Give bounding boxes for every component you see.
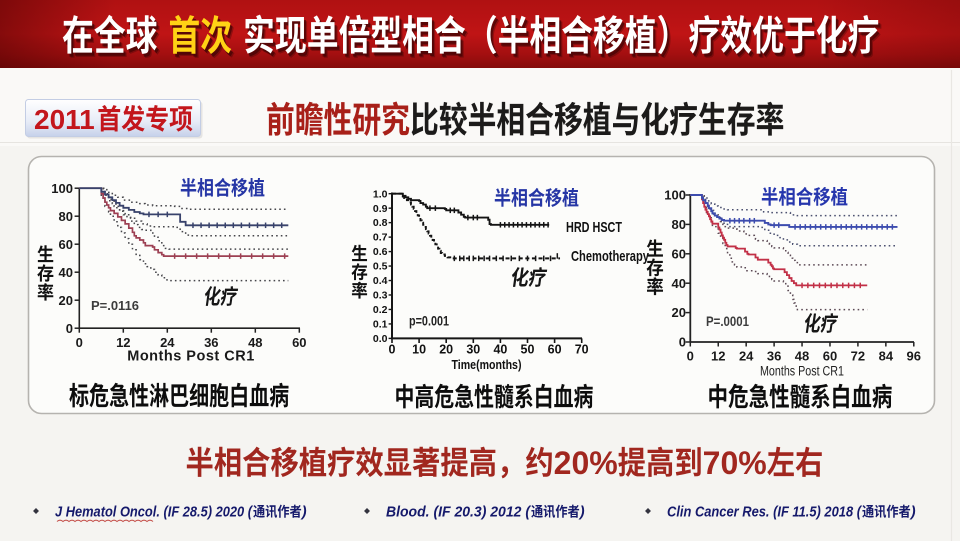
- svg-text:P=.0116: P=.0116: [91, 298, 139, 313]
- svg-text:Months Post CR1: Months Post CR1: [760, 364, 844, 379]
- svg-text:10: 10: [412, 343, 426, 357]
- svg-text:24: 24: [739, 349, 754, 364]
- svg-text:70: 70: [575, 343, 589, 357]
- svg-text:0.5: 0.5: [373, 261, 388, 273]
- svg-text:80: 80: [59, 209, 73, 224]
- svg-text:60: 60: [292, 335, 306, 350]
- svg-text:0.7: 0.7: [373, 232, 388, 244]
- svg-text:0.2: 0.2: [373, 304, 388, 316]
- svg-text:P=.0001: P=.0001: [706, 313, 749, 329]
- svg-text:): ): [578, 505, 585, 521]
- svg-text:): ): [909, 505, 916, 521]
- svg-text:0: 0: [687, 349, 694, 364]
- svg-text:24: 24: [160, 335, 175, 350]
- svg-text:20: 20: [439, 343, 453, 357]
- svg-text:70%: 70%: [703, 445, 767, 481]
- svg-text:48: 48: [248, 335, 262, 350]
- svg-text:40: 40: [672, 276, 686, 291]
- svg-text:Clin Cancer Res. (IF 11.5) 201: Clin Cancer Res. (IF 11.5) 2018 (: [667, 505, 863, 521]
- svg-text:0.0: 0.0: [373, 333, 388, 345]
- svg-text:40: 40: [59, 265, 73, 280]
- svg-text:20: 20: [59, 293, 73, 308]
- svg-text:50: 50: [521, 343, 535, 357]
- svg-text:0.6: 0.6: [373, 246, 388, 258]
- svg-text:0.8: 0.8: [373, 217, 388, 229]
- svg-text:80: 80: [672, 217, 686, 232]
- svg-text:Blood. (IF 20.3) 2012 (: Blood. (IF 20.3) 2012 (: [386, 505, 532, 521]
- svg-text:60: 60: [548, 343, 562, 357]
- svg-text:30: 30: [466, 343, 480, 357]
- svg-text:0.1: 0.1: [373, 319, 388, 331]
- svg-text:0.9: 0.9: [373, 203, 388, 215]
- svg-text:HRD HSCT: HRD HSCT: [566, 219, 622, 236]
- svg-text:Months Post CR1: Months Post CR1: [127, 349, 255, 365]
- svg-text:Time(months): Time(months): [452, 357, 522, 372]
- svg-text:): ): [300, 505, 307, 521]
- svg-text:12: 12: [116, 335, 130, 350]
- svg-text:100: 100: [51, 181, 73, 196]
- svg-text:12: 12: [711, 349, 725, 364]
- svg-text:96: 96: [907, 349, 921, 364]
- svg-text:0: 0: [66, 321, 73, 336]
- svg-text:0.3: 0.3: [373, 290, 388, 302]
- svg-text:J Hematol Oncol. (IF 28.5) 202: J Hematol Oncol. (IF 28.5) 2020 (: [55, 505, 254, 521]
- svg-text:0: 0: [76, 335, 83, 350]
- svg-text:72: 72: [851, 349, 865, 364]
- svg-text:36: 36: [204, 335, 218, 350]
- svg-text:0: 0: [389, 343, 396, 357]
- svg-text:p=0.001: p=0.001: [409, 314, 449, 329]
- svg-text:20%: 20%: [554, 445, 618, 481]
- svg-text:Chemotherapy: Chemotherapy: [571, 248, 649, 265]
- svg-text:20: 20: [672, 305, 686, 320]
- svg-text:60: 60: [59, 237, 73, 252]
- svg-text:40: 40: [493, 343, 507, 357]
- svg-text:60: 60: [823, 349, 837, 364]
- svg-text:100: 100: [664, 188, 686, 203]
- svg-text:2011: 2011: [34, 104, 95, 135]
- svg-text:48: 48: [795, 349, 809, 364]
- svg-text:84: 84: [879, 349, 894, 364]
- svg-text:0.4: 0.4: [373, 275, 388, 287]
- svg-text:36: 36: [767, 349, 781, 364]
- svg-text:0: 0: [679, 335, 686, 350]
- svg-text:60: 60: [672, 246, 686, 261]
- svg-text:1.0: 1.0: [373, 188, 388, 200]
